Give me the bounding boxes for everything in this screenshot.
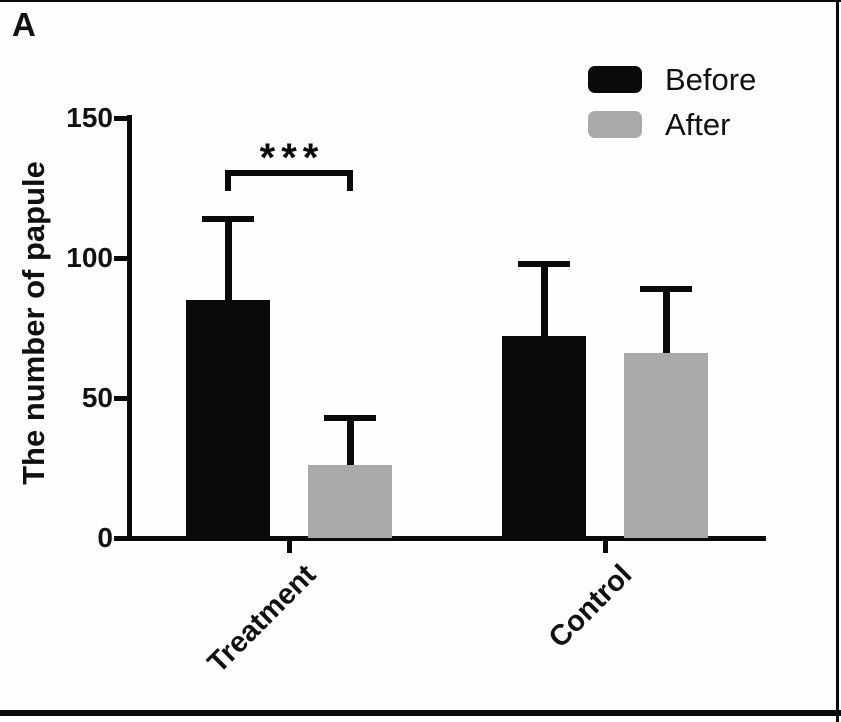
y-tick-label: 150 bbox=[66, 102, 113, 133]
legend-item-after: After bbox=[588, 107, 756, 142]
x-tick-mark bbox=[603, 541, 608, 553]
error-bar-cap bbox=[518, 260, 570, 267]
error-bar-cap bbox=[202, 216, 254, 222]
bar-control-before bbox=[502, 336, 586, 538]
bar-treatment-after bbox=[308, 465, 392, 538]
y-tick-mark bbox=[114, 116, 127, 121]
error-bar-line bbox=[663, 286, 670, 356]
error-bar-line bbox=[347, 414, 354, 468]
error-bar-line bbox=[225, 216, 232, 302]
y-tick-mark bbox=[114, 536, 127, 541]
bar-control-after bbox=[624, 353, 708, 538]
x-category-label-control: Control bbox=[542, 558, 639, 655]
x-tick-mark bbox=[287, 541, 292, 553]
figure-border-right bbox=[836, 0, 839, 722]
x-category-label-treatment: Treatment bbox=[201, 558, 323, 680]
significance-bracket bbox=[225, 170, 353, 191]
y-tick-label: 0 bbox=[97, 522, 113, 553]
y-tick-mark bbox=[114, 256, 127, 261]
y-axis-line bbox=[127, 115, 132, 541]
significance-stars: *** bbox=[259, 136, 325, 180]
figure-border-top bbox=[0, 0, 841, 2]
legend-item-before: Before bbox=[588, 62, 757, 97]
legend-label-before: Before bbox=[665, 62, 757, 97]
legend-swatch-before-icon bbox=[588, 66, 642, 93]
y-tick-label: 100 bbox=[66, 242, 113, 273]
panel-label: A bbox=[12, 6, 36, 43]
legend: Before After bbox=[588, 62, 757, 142]
legend-swatch-after-icon bbox=[588, 111, 642, 138]
figure-border-bottom bbox=[0, 710, 841, 716]
legend-label-after: After bbox=[665, 107, 731, 142]
error-bar-cap bbox=[324, 414, 376, 421]
bar-treatment-before bbox=[186, 300, 270, 538]
error-bar-cap bbox=[640, 286, 692, 292]
error-bar-line bbox=[541, 260, 548, 339]
y-axis-title: The number of papule bbox=[16, 161, 51, 485]
y-tick-label: 50 bbox=[81, 382, 113, 413]
y-tick-mark bbox=[114, 396, 127, 401]
x-axis-line bbox=[127, 536, 766, 541]
